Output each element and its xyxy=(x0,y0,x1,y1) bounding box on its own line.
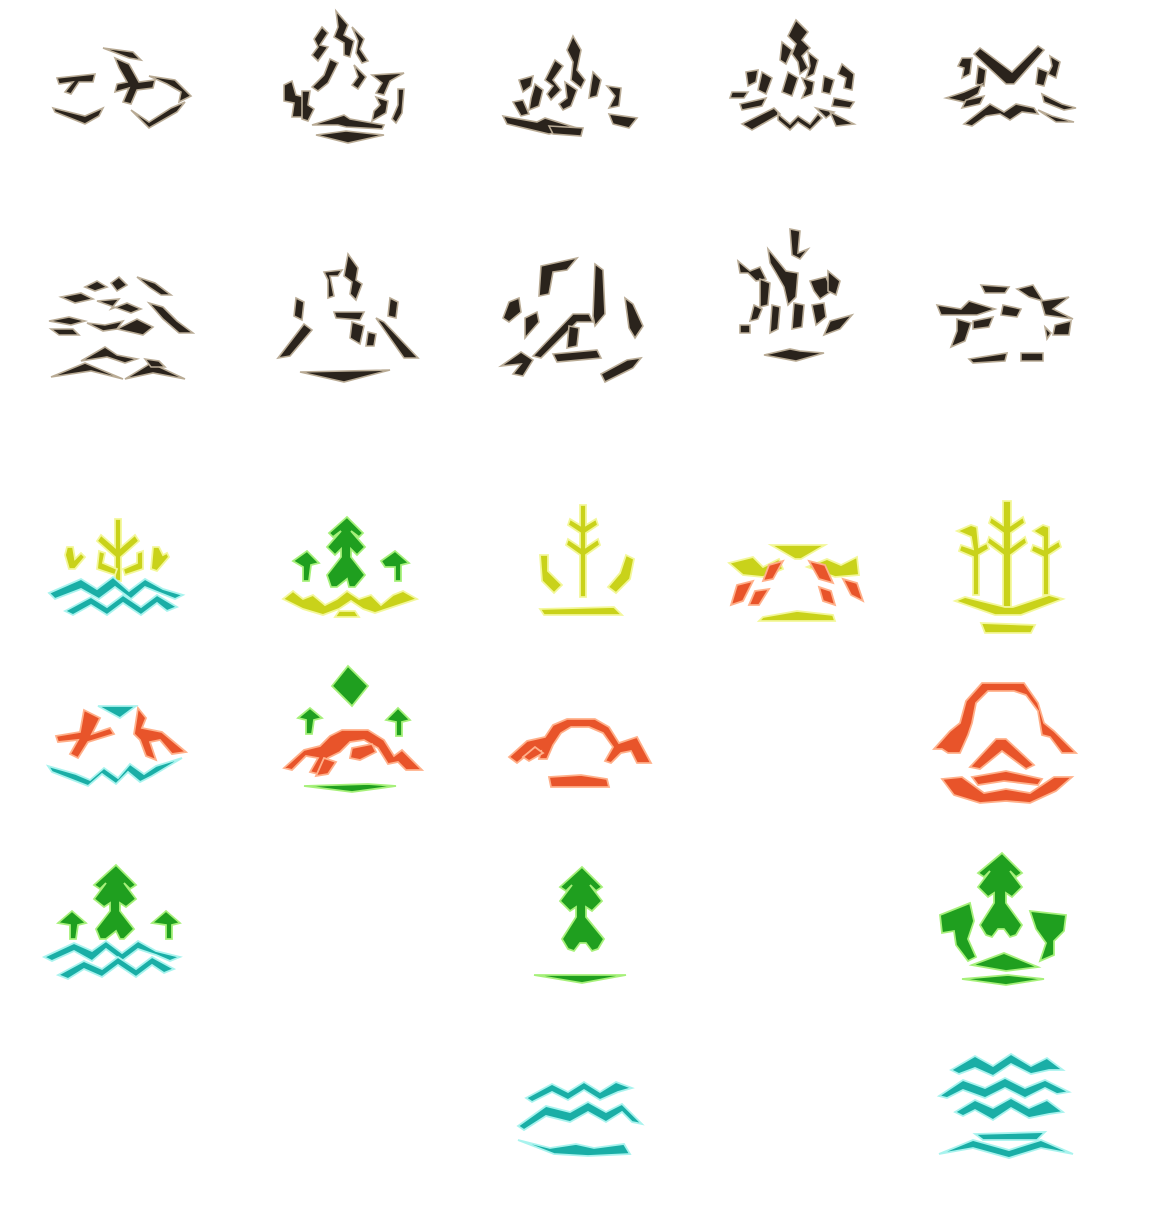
green-orange-rune xyxy=(280,660,430,810)
green-tree-triple-rune xyxy=(930,845,1080,995)
dark-rune-3 xyxy=(497,10,647,160)
orange-arch-rune xyxy=(505,665,655,815)
dark-rune-4 xyxy=(722,12,872,162)
cyan-wave-stack-rune xyxy=(933,1030,1083,1180)
orange-cyan-rune xyxy=(40,660,190,810)
dark-rune-1 xyxy=(45,12,195,162)
dark-rune-9 xyxy=(720,225,870,375)
cyan-wave-rune xyxy=(510,1030,660,1180)
dark-rune-6 xyxy=(45,237,195,387)
dark-rune-5 xyxy=(934,12,1084,162)
dark-rune-2 xyxy=(272,5,422,155)
orange-circle-rune xyxy=(930,665,1080,815)
orange-yellow-rune xyxy=(723,495,873,645)
dark-rune-8 xyxy=(497,242,647,392)
dark-rune-10 xyxy=(933,235,1083,385)
green-yellow-rune xyxy=(275,495,425,645)
yellow-tree-rune xyxy=(935,495,1085,645)
dark-rune-7 xyxy=(272,242,422,392)
green-cyan-rune xyxy=(40,845,190,995)
green-tree-rune xyxy=(510,845,660,995)
yellow-sprout-rune xyxy=(510,495,660,645)
yellow-cyan-rune xyxy=(45,495,195,645)
